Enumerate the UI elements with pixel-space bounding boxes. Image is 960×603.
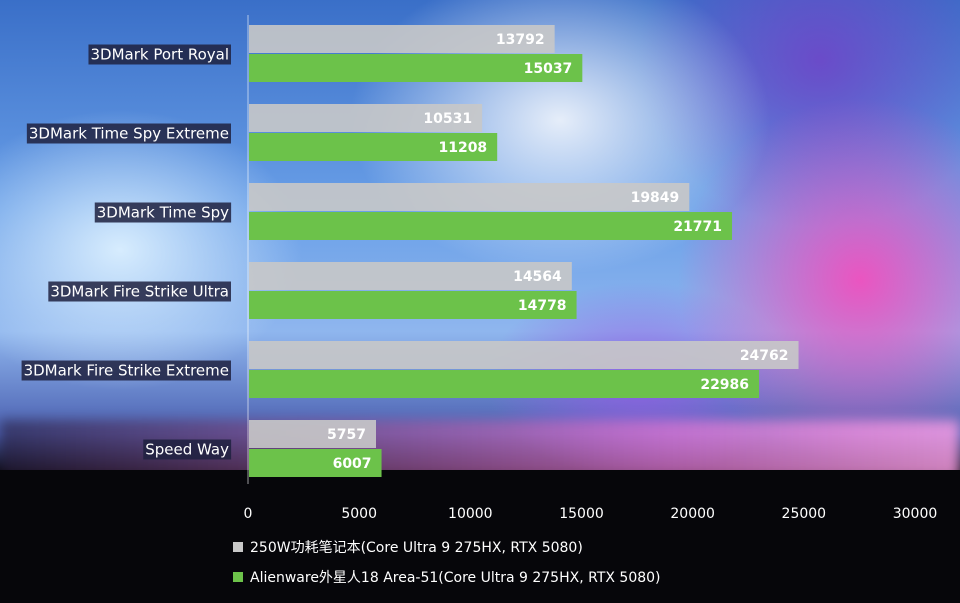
category-label: 3DMark Fire Strike Extreme	[24, 362, 229, 380]
x-tick-label: 15000	[559, 506, 604, 522]
category-label-background	[143, 439, 232, 460]
x-tick-label: 25000	[782, 506, 827, 522]
bar-series-2	[249, 291, 577, 319]
category-label-background	[88, 44, 231, 65]
data-label: 14564	[513, 269, 562, 285]
x-axis-ticks: 0 5000 10000 15000 20000 25000 30000	[244, 506, 938, 522]
data-label: 11208	[438, 140, 487, 156]
category-label-background	[21, 360, 231, 381]
data-label: 13792	[496, 32, 545, 48]
legend: 250W功耗笔记本(Core Ultra 9 275HX, RTX 5080) …	[233, 540, 661, 586]
category-label: 3DMark Time Spy Extreme	[29, 125, 229, 143]
bar-series-2	[249, 54, 583, 82]
legend-swatch-series-1	[233, 542, 243, 552]
bar-series-1	[249, 25, 555, 53]
data-label: 21771	[673, 219, 722, 235]
category-label-background	[94, 202, 232, 223]
bar-series-1	[249, 420, 376, 448]
category-label: Speed Way	[145, 441, 229, 459]
data-label: 14778	[518, 298, 567, 314]
bar-series-2	[249, 212, 733, 240]
x-tick-label: 20000	[670, 506, 715, 522]
data-label: 10531	[423, 111, 472, 127]
bar-series-2	[249, 133, 498, 161]
legend-label-series-2: Alienware外星人18 Area-51(Core Ultra 9 275H…	[250, 570, 661, 586]
category-label: 3DMark Fire Strike Ultra	[50, 283, 229, 301]
legend-label-series-1: 250W功耗笔记本(Core Ultra 9 275HX, RTX 5080)	[250, 540, 583, 556]
legend-swatch-series-2	[233, 572, 243, 582]
bar-series-1	[249, 262, 572, 290]
category-label: 3DMark Time Spy	[97, 204, 229, 222]
background-dark-area	[0, 470, 960, 603]
bar-series-1	[249, 183, 690, 211]
x-tick-label: 30000	[893, 506, 938, 522]
data-label: 5757	[327, 427, 366, 443]
category-label-background	[48, 281, 231, 302]
bar-series-1	[249, 104, 483, 132]
x-tick-label: 0	[244, 506, 253, 522]
category-label: 3DMark Port Royal	[90, 46, 229, 64]
bar-series-2	[249, 449, 382, 477]
data-label: 22986	[700, 377, 749, 393]
bar-series-2	[249, 370, 760, 398]
category-label-background	[26, 123, 231, 144]
x-tick-label: 10000	[448, 506, 493, 522]
category-labels: 3DMark Port Royal 3DMark Time Spy Extreme…	[21, 44, 232, 460]
bars: 13792 15037 10531 11208 19849 21771 14564 14778…	[249, 25, 799, 477]
data-label: 19849	[631, 190, 680, 206]
data-label: 24762	[740, 348, 789, 364]
data-label: 15037	[524, 61, 573, 77]
bar-series-1	[249, 341, 799, 369]
x-tick-label: 5000	[341, 506, 377, 522]
data-label: 6007	[333, 456, 372, 472]
